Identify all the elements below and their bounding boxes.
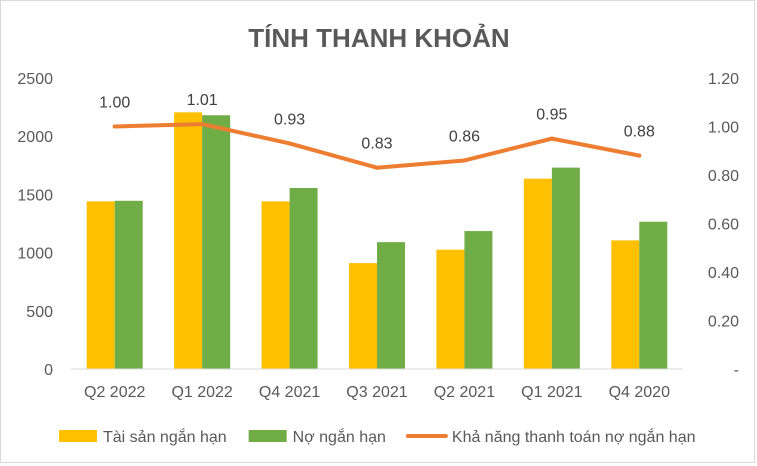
bar	[349, 263, 377, 369]
y-right-tick-label: -	[734, 362, 739, 379]
y-left-tick-label: 500	[26, 304, 53, 321]
bar	[289, 187, 318, 369]
bar	[639, 221, 668, 369]
data-label: 1.00	[99, 95, 130, 112]
x-tick-label: Q2 2021	[434, 384, 495, 401]
data-label: 0.83	[361, 136, 392, 153]
data-label: 0.95	[536, 107, 567, 124]
line-point	[375, 165, 379, 170]
bar	[202, 115, 231, 369]
x-tick-label: Q2 2022	[84, 384, 145, 401]
x-tick-label: Q4 2021	[259, 384, 320, 401]
legend-swatch	[59, 430, 97, 442]
bar	[86, 201, 115, 369]
bar	[551, 167, 580, 369]
y-right-tick-label: 0.40	[708, 265, 739, 282]
x-tick-label: Q1 2021	[521, 384, 582, 401]
y-left-tick-label: 2000	[17, 129, 53, 146]
axes-layer: 0 500 1000 1500 2000 2500 - 0.20 0.40 0.60 0.80 1.0…	[17, 71, 739, 401]
bar	[377, 242, 405, 369]
y-left-tick-label: 1000	[17, 246, 53, 263]
y-right-tick-label: 1.20	[708, 71, 739, 88]
line-point	[549, 136, 554, 141]
data-label: 1.01	[187, 92, 218, 109]
line-point	[462, 158, 467, 163]
chart-title: TÍNH THANH KHOẢN	[248, 23, 509, 53]
legend-label: Nợ ngắn hạn	[293, 427, 386, 446]
bar	[436, 249, 465, 369]
bar	[523, 178, 552, 369]
line-point	[112, 124, 117, 129]
data-label: 0.86	[449, 128, 480, 145]
data-label: 0.88	[624, 124, 655, 141]
legend-swatch	[248, 430, 287, 442]
legend-label: Khả năng thanh toán nợ ngắn hạn	[452, 427, 696, 446]
bar	[261, 201, 290, 369]
bars-layer	[86, 112, 668, 369]
y-left-tick-label: 2500	[17, 71, 53, 88]
y-right-tick-label: 1.00	[708, 120, 739, 137]
bar	[174, 112, 203, 369]
data-label: 0.93	[274, 111, 305, 128]
line-point	[200, 122, 205, 127]
y-right-tick-label: 0.20	[708, 314, 739, 331]
bar	[611, 240, 640, 369]
y-left-tick-label: 0	[44, 362, 53, 379]
bar	[464, 231, 493, 369]
y-right-tick-label: 0.60	[708, 217, 739, 234]
line-layer: 1.00 1.01 0.93 0.83 0.86 0.95 0.88	[99, 92, 655, 170]
line-point	[637, 153, 642, 158]
x-tick-label: Q4 2020	[609, 384, 670, 401]
x-tick-label: Q3 2021	[346, 384, 407, 401]
x-tick-label: Q1 2022	[171, 384, 232, 401]
legend: Tài sản ngắn hạn Nợ ngắn hạn Khả năng than…	[59, 427, 695, 446]
line-point	[287, 141, 292, 146]
y-left-tick-label: 1500	[17, 187, 53, 204]
legend-label: Tài sản ngắn hạn	[103, 427, 227, 446]
y-right-tick-label: 0.80	[708, 168, 739, 185]
bar	[114, 200, 143, 369]
